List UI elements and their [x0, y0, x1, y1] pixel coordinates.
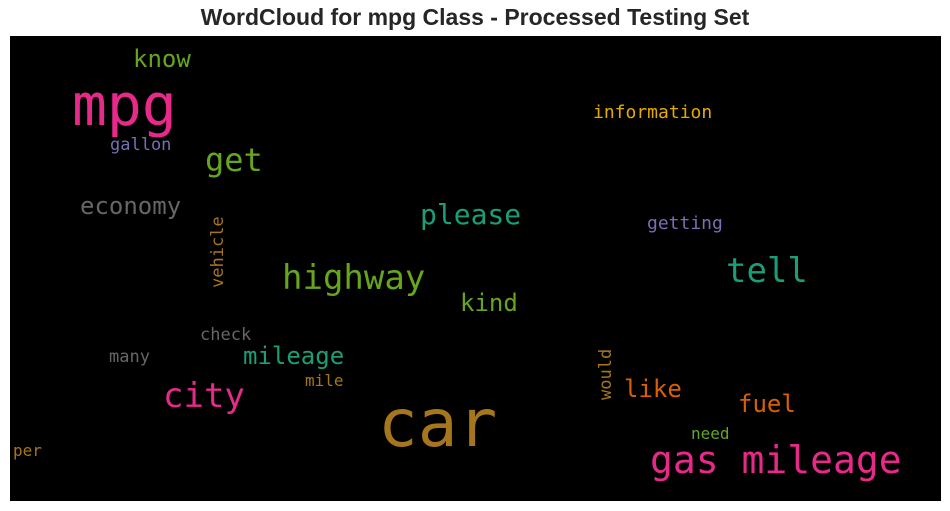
word-many: many — [109, 347, 150, 367]
word-mileage: mileage — [243, 342, 345, 370]
word-gas-mileage: gas mileage — [650, 438, 902, 482]
word-like: like — [624, 375, 682, 403]
word-please: please — [420, 198, 522, 231]
word-information: information — [593, 102, 713, 123]
word-fuel: fuel — [738, 390, 796, 418]
word-check: check — [200, 325, 252, 345]
word-city: city — [163, 376, 245, 416]
word-per: per — [13, 441, 42, 460]
word-vehicle: vehicle — [208, 216, 228, 288]
word-get: get — [205, 141, 263, 179]
chart-title: WordCloud for mpg Class - Processed Test… — [200, 4, 750, 30]
word-car: car — [378, 385, 498, 462]
word-mile: mile — [305, 371, 344, 390]
word-mpg: mpg — [72, 71, 177, 139]
word-need: need — [691, 424, 730, 443]
word-highway: highway — [282, 258, 426, 298]
word-would: would — [596, 348, 616, 400]
wordcloud-canvas: car mpg gas mileage highway city tell pl… — [10, 36, 941, 501]
word-tell: tell — [726, 251, 808, 291]
word-know: know — [133, 45, 191, 73]
word-getting: getting — [647, 213, 723, 234]
word-kind: kind — [460, 289, 518, 317]
word-economy: economy — [80, 192, 182, 220]
word-gallon: gallon — [110, 135, 172, 155]
